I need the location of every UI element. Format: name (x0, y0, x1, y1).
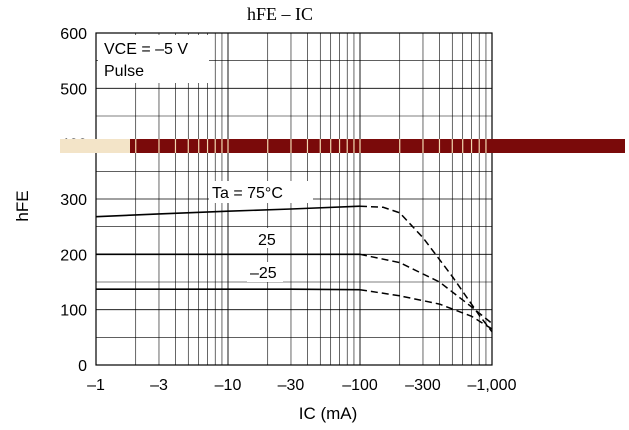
annotation-ta-75: Ta = 75°C (212, 185, 283, 202)
chart-title: hFE – IC (247, 4, 313, 24)
occlusion-ticks (135, 139, 487, 153)
annotation-25: 25 (258, 232, 276, 249)
grid (96, 33, 492, 365)
x-tick-label: –1,000 (468, 377, 517, 394)
x-tick-labels: –1 –3 –10 –30 –100 –300 –1,000 (87, 377, 516, 394)
y-tick-label: 600 (60, 26, 87, 43)
occlusion-light-segment (60, 139, 130, 153)
y-tick-label: 200 (60, 247, 87, 264)
series-line-dashed (359, 253, 493, 325)
x-tick-label: –3 (150, 377, 168, 394)
series-line-dashed (359, 205, 493, 333)
x-axis-label: IC (mA) (299, 404, 358, 423)
x-tick-label: –300 (405, 377, 441, 394)
plot-frame (95, 32, 493, 366)
annotation-25-bg (254, 228, 282, 248)
annotation-minus-25: –25 (250, 265, 277, 282)
annotation-m25-bg (247, 262, 283, 282)
condition-vce: VCE = –5 V (104, 41, 188, 58)
y-tick-label: 300 (60, 192, 87, 209)
series-line-dashed (359, 288, 493, 330)
y-axis-label: hFE (13, 190, 32, 221)
annotation-75-bg (209, 181, 313, 203)
x-tick-label: –10 (215, 377, 242, 394)
y-tick-label: 100 (60, 303, 87, 320)
y-tick-labels: 0100200300400500600 (60, 26, 87, 375)
series-line-solid (96, 288, 361, 291)
y-tick-label: 0 (78, 358, 87, 375)
series-line-solid (95, 205, 361, 218)
condition-pulse: Pulse (104, 63, 144, 80)
y-tick-label: 500 (60, 81, 87, 98)
conditions-box (98, 35, 209, 83)
x-tick-label: –1 (87, 377, 105, 394)
x-tick-label: –100 (342, 377, 378, 394)
series-group (95, 205, 493, 333)
x-tick-label: –30 (278, 377, 305, 394)
